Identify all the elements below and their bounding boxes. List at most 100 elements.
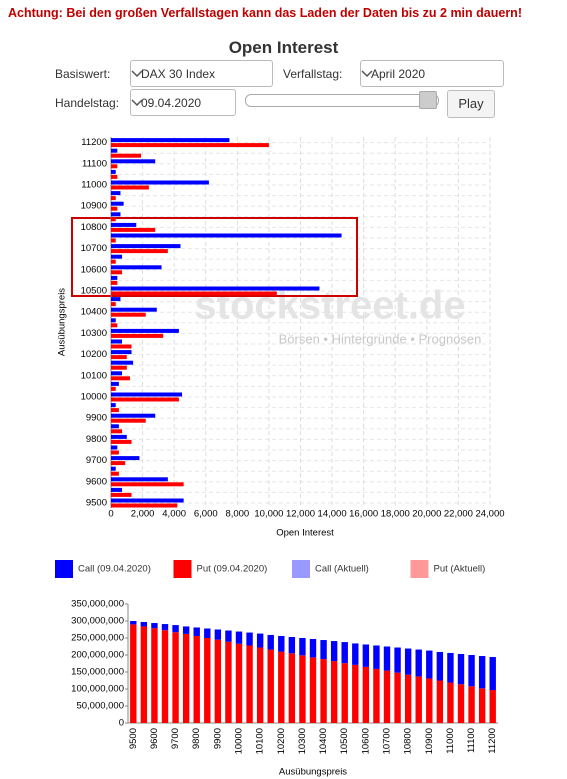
- bar-segment: [352, 664, 359, 723]
- bar: [111, 196, 116, 201]
- bar: [111, 159, 156, 164]
- bar: [111, 307, 157, 312]
- slider-thumb[interactable]: [419, 91, 437, 109]
- bar-segment: [394, 672, 401, 723]
- bar: [111, 270, 123, 275]
- x-tick-label: 9800: [191, 728, 202, 749]
- bar-segment: [457, 684, 465, 723]
- x-tick-label: 22,000: [444, 509, 473, 520]
- bar: [111, 371, 123, 376]
- bar-segment: [383, 670, 391, 723]
- legend-label: Put (Aktuell): [434, 564, 486, 575]
- handelstag-select[interactable]: 09.04.2020: [130, 89, 236, 116]
- bar: [111, 381, 119, 386]
- warning: Achtung: Bei den großen Verfallstagen ka…: [8, 6, 522, 20]
- y-tick-label: 10000: [81, 392, 107, 403]
- bar-segment: [130, 621, 137, 625]
- y-tick-label: 10700: [81, 243, 107, 254]
- bar-segment: [214, 639, 222, 723]
- bar-segment: [161, 630, 169, 723]
- verfallstag-select[interactable]: April 2020: [360, 60, 504, 87]
- bar: [111, 487, 123, 492]
- y-tick-label: 11000: [81, 180, 107, 191]
- bar-segment: [182, 626, 190, 634]
- bar: [111, 201, 124, 206]
- y-tick-label: 11100: [82, 158, 107, 169]
- x-tick-label: 9900: [212, 728, 223, 749]
- chevron: [131, 99, 143, 107]
- legend-swatch: [410, 560, 429, 578]
- play-button[interactable]: Play: [447, 90, 495, 118]
- y-tick-label: 10900: [81, 201, 107, 212]
- bar-segment: [447, 652, 454, 683]
- x-tick-label: 6,000: [194, 509, 218, 520]
- bar: [111, 445, 118, 450]
- bar-segment: [235, 643, 243, 723]
- bar: [111, 328, 179, 333]
- bar: [111, 238, 116, 243]
- bar: [111, 471, 119, 476]
- bar: [111, 244, 181, 249]
- bar-segment: [309, 657, 317, 723]
- bar-segment: [256, 647, 264, 723]
- bar-segment: [299, 655, 306, 723]
- basiswert-select[interactable]: DAX 30 Index: [130, 60, 273, 87]
- highlight-box: [71, 217, 358, 297]
- x-tick-label: 14,000: [318, 509, 347, 520]
- bar-segment: [468, 655, 475, 687]
- bar-segment: [489, 657, 496, 691]
- y-tick-label: 10400: [81, 307, 107, 318]
- bar-segment: [151, 628, 158, 723]
- bar-segment: [235, 631, 243, 644]
- x-axis-label: Open Interest: [276, 528, 334, 539]
- chevron: [131, 70, 143, 78]
- legend-swatch: [55, 560, 73, 578]
- date-slider[interactable]: [245, 94, 439, 107]
- y-tick-label: 10800: [81, 222, 107, 233]
- bar: [111, 439, 132, 444]
- x-tick-label: 4,000: [162, 509, 186, 520]
- bar: [111, 503, 178, 508]
- bar: [111, 206, 118, 211]
- bar-segment: [362, 644, 370, 667]
- x-tick-label: 16,000: [349, 509, 378, 520]
- bar: [111, 450, 119, 455]
- bar-segment: [330, 661, 338, 723]
- bar: [111, 429, 123, 434]
- bar-segment: [267, 649, 274, 723]
- bar-segment: [278, 651, 285, 723]
- bar: [111, 456, 140, 461]
- x-tick-label: 9600: [149, 728, 160, 749]
- bar: [111, 355, 127, 360]
- y-tick-label: 200,000,000: [71, 650, 124, 661]
- x-tick-label: 10300: [297, 728, 308, 754]
- y-tick-label: 0: [119, 718, 124, 729]
- bar: [111, 365, 127, 370]
- bar: [111, 259, 116, 264]
- x-tick-label: 10700: [382, 728, 393, 754]
- legend-label: Put (09.04.2020): [197, 564, 268, 575]
- bar-segment: [246, 632, 253, 646]
- watermark-tagline: Börsen • Hintergründe • Prognosen: [279, 331, 482, 346]
- bar-segment: [288, 653, 296, 723]
- bar-segment: [130, 624, 137, 723]
- bar: [111, 180, 209, 185]
- bar: [111, 291, 277, 296]
- bar-segment: [172, 632, 179, 723]
- x-tick-label: 24,000: [475, 509, 504, 520]
- bar-segment: [278, 635, 285, 652]
- y-tick-label: 10300: [81, 328, 107, 339]
- basiswert-label: Basiswert:: [55, 67, 111, 81]
- bar: [111, 418, 146, 423]
- legend-label: Call (Aktuell): [315, 564, 369, 575]
- legend-swatch: [292, 560, 310, 578]
- bar: [111, 492, 132, 497]
- y-tick-label: 100,000,000: [71, 684, 124, 695]
- bar-segment: [140, 622, 148, 627]
- bar-segment: [225, 641, 232, 723]
- bar: [111, 386, 116, 391]
- bar-segment: [204, 628, 211, 638]
- x-tick-label: 10,000: [254, 509, 283, 520]
